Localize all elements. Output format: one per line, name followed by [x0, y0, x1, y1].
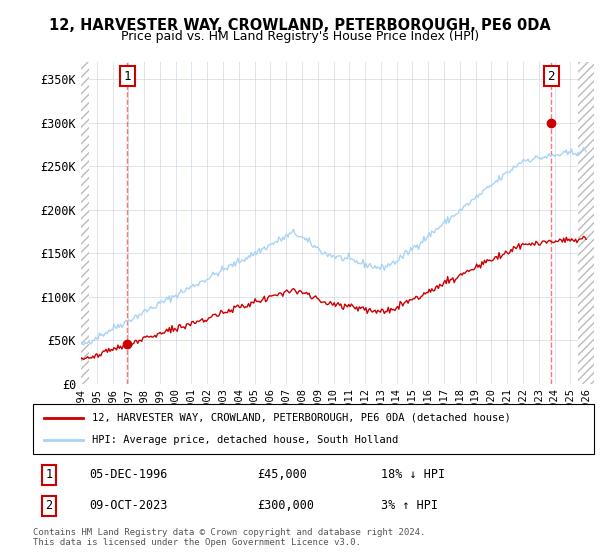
Text: 05-DEC-1996: 05-DEC-1996: [89, 468, 167, 481]
Text: 1: 1: [46, 468, 52, 481]
Text: 1: 1: [124, 69, 131, 82]
Text: 09-OCT-2023: 09-OCT-2023: [89, 499, 167, 512]
Text: 2: 2: [547, 69, 555, 82]
Text: Price paid vs. HM Land Registry's House Price Index (HPI): Price paid vs. HM Land Registry's House …: [121, 30, 479, 43]
Text: 18% ↓ HPI: 18% ↓ HPI: [381, 468, 445, 481]
Text: HPI: Average price, detached house, South Holland: HPI: Average price, detached house, Sout…: [92, 435, 398, 445]
Text: 12, HARVESTER WAY, CROWLAND, PETERBOROUGH, PE6 0DA: 12, HARVESTER WAY, CROWLAND, PETERBOROUG…: [49, 18, 551, 34]
Text: 2: 2: [46, 499, 52, 512]
Text: Contains HM Land Registry data © Crown copyright and database right 2024.
This d: Contains HM Land Registry data © Crown c…: [33, 528, 425, 548]
Text: £45,000: £45,000: [257, 468, 307, 481]
FancyBboxPatch shape: [33, 404, 594, 454]
Text: £300,000: £300,000: [257, 499, 314, 512]
Text: 12, HARVESTER WAY, CROWLAND, PETERBOROUGH, PE6 0DA (detached house): 12, HARVESTER WAY, CROWLAND, PETERBOROUG…: [92, 413, 511, 423]
Text: 3% ↑ HPI: 3% ↑ HPI: [381, 499, 438, 512]
